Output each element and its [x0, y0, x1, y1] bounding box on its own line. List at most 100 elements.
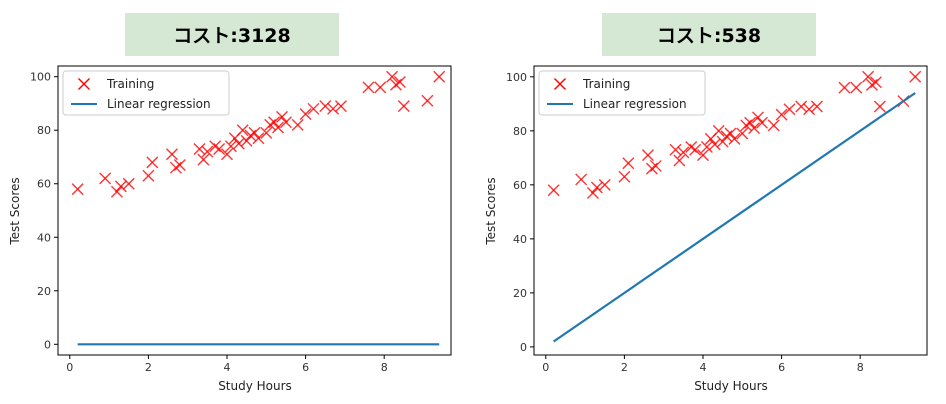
training-point: [71, 183, 84, 196]
training-point: [689, 143, 702, 156]
x-tick-label: 6: [778, 361, 785, 374]
x-tick-label: 8: [857, 361, 864, 374]
training-point: [744, 116, 757, 129]
legend-label: Linear regression: [107, 97, 211, 111]
training-point: [720, 130, 733, 143]
training-point: [319, 100, 332, 113]
y-tick-label: 80: [37, 124, 51, 137]
training-point: [869, 76, 882, 89]
training-point: [590, 181, 603, 194]
training-point: [248, 126, 261, 139]
legend: Training Linear regression: [62, 70, 230, 116]
training-point: [224, 140, 237, 153]
training-point: [260, 126, 273, 139]
training-point: [618, 170, 631, 183]
training-point: [767, 119, 780, 132]
training-point: [708, 138, 721, 151]
training-point: [291, 118, 304, 131]
training-point: [197, 153, 210, 166]
training-point: [146, 156, 159, 169]
training-point: [201, 145, 214, 158]
training-point: [795, 100, 808, 113]
cost-banner-left: コスト:3128: [125, 13, 339, 56]
y-tick-label: 0: [520, 341, 527, 354]
x-tick-label: 2: [621, 361, 628, 374]
training-point: [775, 108, 788, 121]
training-point: [810, 100, 823, 113]
regression-line: [553, 92, 916, 343]
training-point: [645, 162, 658, 175]
training-point: [209, 140, 222, 153]
x-tick-label: 8: [381, 361, 388, 374]
x-tick-label: 4: [699, 361, 706, 374]
training-point: [110, 185, 123, 198]
training-point: [142, 169, 155, 182]
y-tick-label: 80: [513, 125, 527, 138]
legend-x-swatch: [554, 78, 566, 90]
training-point: [909, 70, 922, 83]
training-point: [165, 148, 178, 161]
training-point: [783, 103, 796, 116]
training-point: [803, 103, 816, 116]
training-point: [122, 177, 135, 190]
training-point: [696, 149, 709, 162]
x-axis-label: Study Hours: [218, 379, 292, 393]
training-point: [586, 186, 599, 199]
training-point: [755, 116, 768, 129]
legend-box: [538, 70, 706, 116]
training-point: [649, 159, 662, 172]
training-point: [685, 141, 698, 154]
training-point: [728, 132, 741, 145]
training-point: [268, 116, 281, 129]
training-point: [669, 143, 682, 156]
training-point: [433, 70, 446, 83]
y-tick-label: 0: [44, 338, 51, 351]
axes-frame: [57, 65, 452, 356]
training-point: [547, 184, 560, 197]
y-tick-label: 100: [506, 71, 527, 84]
legend-label: Training: [582, 77, 630, 91]
training-point: [279, 116, 292, 129]
y-tick-label: 60: [513, 179, 527, 192]
training-point: [299, 108, 312, 121]
legend-label: Linear regression: [583, 97, 687, 111]
training-point: [736, 127, 749, 140]
training-point: [673, 154, 686, 167]
x-axis-label: Study Hours: [694, 379, 768, 393]
training-point: [421, 94, 434, 107]
training-point: [232, 137, 245, 150]
training-point: [641, 149, 654, 162]
training-point: [677, 146, 690, 159]
training-point: [598, 178, 611, 191]
training-point: [700, 141, 713, 154]
x-tick-label: 6: [302, 361, 309, 374]
y-axis-label: Test Scores: [8, 177, 22, 245]
training-point: [393, 76, 406, 89]
x-tick-label: 4: [223, 361, 230, 374]
training-point: [272, 121, 285, 134]
training-point: [327, 102, 340, 115]
training-point: [169, 161, 182, 174]
training-point: [712, 124, 725, 137]
training-point: [307, 102, 320, 115]
training-point: [213, 142, 226, 155]
training-point: [873, 100, 886, 113]
legend-label: Training: [106, 77, 154, 91]
y-axis-label: Test Scores: [484, 177, 498, 245]
legend-x-swatch: [78, 78, 90, 90]
training-point: [220, 148, 233, 161]
training-point: [173, 159, 186, 172]
training-point: [334, 100, 347, 113]
training-point: [862, 70, 875, 83]
training-point: [575, 173, 588, 186]
y-tick-label: 40: [37, 231, 51, 244]
training-point: [850, 81, 863, 94]
training-point: [374, 81, 387, 94]
cost-banner-right: コスト:538: [602, 13, 816, 56]
training-point: [397, 100, 410, 113]
training-point: [244, 129, 257, 142]
x-tick-label: 0: [66, 361, 73, 374]
y-tick-label: 40: [513, 233, 527, 246]
